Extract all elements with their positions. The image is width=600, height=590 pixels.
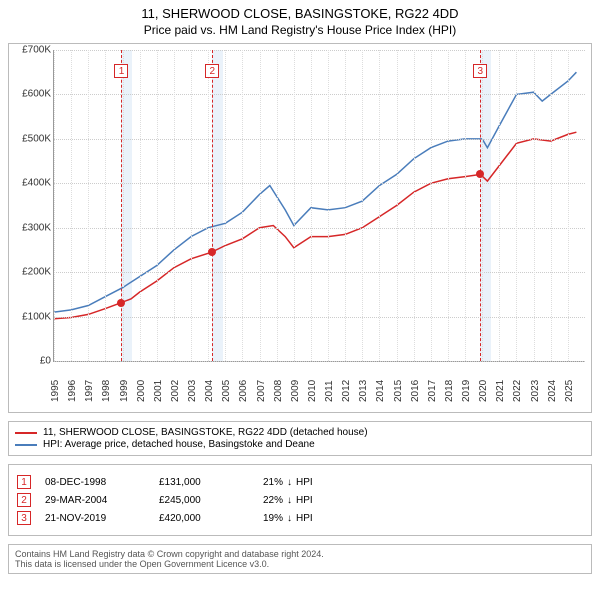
- plot-area: 1 2 3: [53, 50, 585, 362]
- price-dot: [117, 299, 125, 307]
- event-flag: 2: [17, 493, 31, 507]
- x-tick-label: 2014: [375, 380, 386, 402]
- x-tick-label: 2011: [324, 380, 335, 402]
- x-tick-label: 2008: [273, 380, 284, 402]
- chart-box: 1 2 3 1995 1996 1997 1998 1999 2000 2001 2002 2003…: [8, 43, 592, 413]
- legend-item: HPI: Average price, detached house, Basi…: [15, 439, 585, 450]
- series-line: [54, 132, 576, 319]
- x-tick-label: 2019: [461, 380, 472, 402]
- y-tick-label: £300K: [9, 222, 51, 233]
- legend-swatch: [15, 432, 37, 434]
- x-tick-label: 2013: [358, 380, 369, 402]
- x-tick-label: 2012: [341, 380, 352, 402]
- line-series-svg: [54, 50, 585, 361]
- event-diff: 21%↓HPI: [263, 477, 313, 488]
- y-tick-label: £600K: [9, 89, 51, 100]
- x-tick-label: 2015: [393, 380, 404, 402]
- x-tick-label: 2024: [547, 380, 558, 402]
- y-tick-label: £400K: [9, 178, 51, 189]
- event-row: 1 08-DEC-1998 £131,000 21%↓HPI: [17, 475, 583, 489]
- price-dot: [208, 248, 216, 256]
- x-tick-label: 1999: [119, 380, 130, 402]
- x-tick-label: 2007: [256, 380, 267, 402]
- x-tick-label: 1995: [50, 380, 61, 402]
- x-tick-label: 1997: [84, 380, 95, 402]
- event-date: 08-DEC-1998: [45, 477, 145, 488]
- price-dot: [476, 170, 484, 178]
- y-tick-label: £700K: [9, 45, 51, 56]
- event-price: £131,000: [159, 477, 249, 488]
- down-arrow-icon: ↓: [287, 513, 292, 524]
- event-diff: 19%↓HPI: [263, 513, 313, 524]
- legend-swatch: [15, 444, 37, 446]
- x-tick-label: 2000: [136, 380, 147, 402]
- page-title: 11, SHERWOOD CLOSE, BASINGSTOKE, RG22 4D…: [8, 6, 592, 21]
- event-date: 29-MAR-2004: [45, 495, 145, 506]
- x-tick-label: 2020: [478, 380, 489, 402]
- x-axis-ticks: 1995 1996 1997 1998 1999 2000 2001 2002 2003 2004…: [53, 368, 585, 408]
- x-tick-label: 2003: [187, 380, 198, 402]
- x-tick-label: 1998: [101, 380, 112, 402]
- event-diff: 22%↓HPI: [263, 495, 313, 506]
- event-flag: 3: [17, 511, 31, 525]
- events-box: 1 08-DEC-1998 £131,000 21%↓HPI 2 29-MAR-2004 £…: [8, 464, 592, 536]
- x-tick-label: 2010: [307, 380, 318, 402]
- marker-flag: 1: [114, 64, 128, 78]
- x-tick-label: 2009: [290, 380, 301, 402]
- legend-label: HPI: Average price, detached house, Basi…: [43, 439, 315, 450]
- x-tick-label: 2017: [427, 380, 438, 402]
- x-tick-label: 2025: [564, 380, 575, 402]
- event-flag: 1: [17, 475, 31, 489]
- x-tick-label: 2001: [153, 380, 164, 402]
- legend-label: 11, SHERWOOD CLOSE, BASINGSTOKE, RG22 4D…: [43, 427, 368, 438]
- x-tick-label: 2018: [444, 380, 455, 402]
- marker-flag: 3: [473, 64, 487, 78]
- event-row: 2 29-MAR-2004 £245,000 22%↓HPI: [17, 493, 583, 507]
- event-price: £420,000: [159, 513, 249, 524]
- series-line: [54, 72, 576, 312]
- x-tick-label: 2002: [170, 380, 181, 402]
- event-row: 3 21-NOV-2019 £420,000 19%↓HPI: [17, 511, 583, 525]
- y-tick-label: £100K: [9, 311, 51, 322]
- footer-box: Contains HM Land Registry data © Crown c…: [8, 544, 592, 574]
- legend-item: 11, SHERWOOD CLOSE, BASINGSTOKE, RG22 4D…: [15, 427, 585, 438]
- x-tick-label: 2006: [238, 380, 249, 402]
- event-date: 21-NOV-2019: [45, 513, 145, 524]
- legend-box: 11, SHERWOOD CLOSE, BASINGSTOKE, RG22 4D…: [8, 421, 592, 456]
- x-tick-label: 2016: [410, 380, 421, 402]
- down-arrow-icon: ↓: [287, 477, 292, 488]
- x-tick-label: 2004: [204, 380, 215, 402]
- footer-line-1: Contains HM Land Registry data © Crown c…: [15, 549, 585, 559]
- x-tick-label: 2021: [495, 380, 506, 402]
- chart-container: 11, SHERWOOD CLOSE, BASINGSTOKE, RG22 4D…: [0, 0, 600, 582]
- footer-line-2: This data is licensed under the Open Gov…: [15, 559, 585, 569]
- marker-flag: 2: [205, 64, 219, 78]
- event-price: £245,000: [159, 495, 249, 506]
- x-tick-label: 2005: [221, 380, 232, 402]
- x-tick-label: 2022: [512, 380, 523, 402]
- x-tick-label: 2023: [530, 380, 541, 402]
- y-tick-label: £500K: [9, 133, 51, 144]
- y-tick-label: £200K: [9, 267, 51, 278]
- x-tick-label: 1996: [67, 380, 78, 402]
- y-tick-label: £0: [9, 356, 51, 367]
- page-subtitle: Price paid vs. HM Land Registry's House …: [8, 23, 592, 37]
- down-arrow-icon: ↓: [287, 495, 292, 506]
